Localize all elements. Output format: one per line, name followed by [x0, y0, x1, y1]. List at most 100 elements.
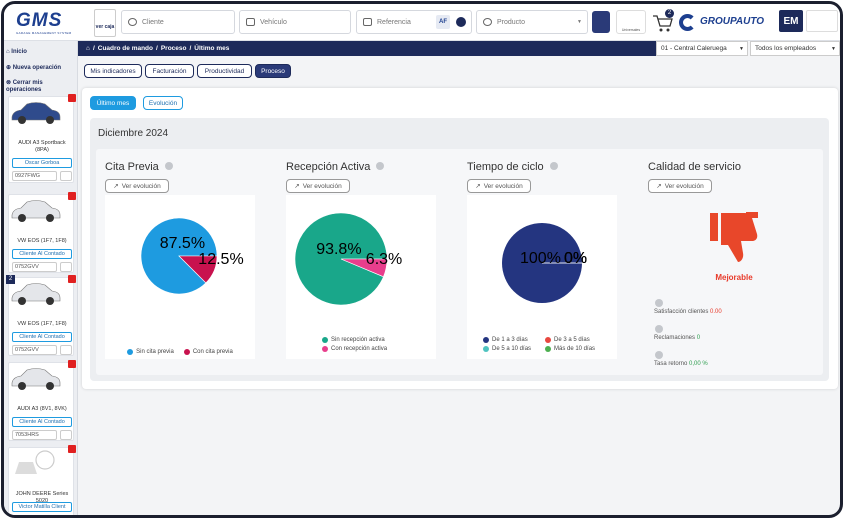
vehicle-image: [11, 368, 61, 390]
evolution-button[interactable]: ↗ Ver evolución: [286, 179, 350, 193]
branch-select[interactable]: 01 - Central Caleruega ▼: [656, 41, 748, 56]
card-title: Recepción Activa: [286, 161, 371, 173]
pie-label: 100%: [520, 250, 561, 267]
nav-item[interactable]: ⊗ Cerrar mis operaciones: [6, 80, 43, 93]
brand-mark: [679, 14, 696, 31]
subtab-active[interactable]: Último mes: [90, 96, 136, 110]
wheel: [46, 382, 54, 390]
info-icon: [164, 162, 173, 170]
product-select[interactable]: Producto ▼: [476, 10, 588, 34]
user-avatar[interactable]: EM: [779, 10, 803, 32]
vehicle-card[interactable]: AUDI A3 Sportback (8PA) Oscar Gorboa 0927F…: [8, 94, 76, 183]
vehicle-search[interactable]: Vehículo: [239, 10, 351, 34]
af-badge[interactable]: AF: [436, 15, 450, 29]
tractor: [15, 462, 37, 474]
quality-item: Reclamaciones 0: [654, 335, 700, 341]
legend-label: De 1 a 3 días: [492, 337, 528, 343]
client-button[interactable]: Oscar Gorboa: [12, 158, 72, 168]
nav-item[interactable]: ⌂ Inicio: [6, 49, 27, 55]
copy-button[interactable]: [60, 430, 72, 440]
home-icon[interactable]: ⌂: [86, 45, 90, 52]
wheel: [46, 214, 54, 222]
employee-select[interactable]: Todos los empleados ▼: [750, 41, 840, 56]
evolution-button[interactable]: ↗ Ver evolución: [467, 179, 531, 193]
close-button: [68, 360, 76, 368]
crumb[interactable]: Cuadro de mando: [97, 45, 154, 52]
nav-label: Cerrar mis operaciones: [6, 80, 43, 93]
wheel: [18, 116, 26, 124]
universales-button[interactable]: Universales: [616, 10, 646, 34]
reference-search[interactable]: Referencia AF: [356, 10, 472, 34]
vehicle-card[interactable]: VW EOS (1F7, 1F8) Cliente Al Contado 0752G…: [8, 192, 76, 273]
legend: Sin recepción activa Con recepción activa: [322, 337, 387, 352]
vehicle-image: [15, 450, 55, 474]
tab-active[interactable]: Proceso: [255, 64, 291, 78]
button-label: Ver evolución: [483, 182, 523, 190]
legend-label: Sin recepción activa: [331, 337, 385, 343]
pie-slice: [340, 258, 388, 278]
chart-box: 87.5% 12.5% Sin cita previa Con cita previa: [105, 195, 255, 359]
vehicle-card[interactable]: 2 VW EOS (1F7, 1F8) Cliente Al Contado 0752…: [6, 275, 76, 356]
placeholder: Vehículo: [260, 18, 287, 26]
wheel: [18, 382, 26, 390]
search-button[interactable]: [592, 11, 610, 33]
info-icon[interactable]: [456, 17, 466, 27]
tab[interactable]: Productividad: [197, 64, 252, 78]
cart-badge: 2: [665, 9, 674, 18]
pie-chart: 93.8% 6.3%: [294, 212, 402, 306]
copy-button[interactable]: [60, 262, 72, 272]
tab[interactable]: Mis indicadores: [84, 64, 142, 78]
chart-box: 100% 0% 0% 0% De 1 a 3 días De 3 a 5 días De 5…: [467, 195, 617, 359]
quality-card: Calidad de servicio ↗ Ver evolución: [648, 157, 741, 193]
cart-icon[interactable]: [651, 10, 673, 34]
copy-button[interactable]: [60, 171, 72, 181]
vehicle-card[interactable]: JOHN DEERE Series 5020 Victor Matilla Cli…: [8, 445, 76, 515]
nav-label: Inicio: [11, 49, 27, 55]
vehicle-model: VW EOS (1F7, 1F8): [17, 321, 67, 327]
badge: 2: [6, 275, 15, 284]
client-button[interactable]: Cliente Al Contado: [12, 249, 72, 259]
legend-label: Sin cita previa: [136, 349, 174, 355]
placeholder: Referencia: [377, 18, 411, 26]
wheel: [18, 297, 26, 305]
client-search[interactable]: Cliente: [121, 10, 235, 34]
pie-label: 0%: [564, 250, 587, 267]
crumb[interactable]: Proceso: [160, 45, 187, 52]
pie-slice: [140, 217, 218, 295]
info-icon: [655, 299, 663, 307]
client-button[interactable]: Cliente Al Contado: [12, 332, 72, 342]
kpi-card: Tiempo de ciclo ↗ Ver evolución: [467, 157, 558, 193]
close-button: [68, 275, 76, 283]
header: GMS GARAGE MANAGEMENT SYSTEM ver caja Cl…: [4, 4, 840, 41]
info-icon: [549, 162, 558, 170]
user-menu[interactable]: [806, 10, 838, 32]
legend-swatch: [483, 346, 489, 352]
info-icon: [376, 162, 385, 170]
tab[interactable]: Facturación: [145, 64, 194, 78]
item-label: Reclamaciones: [654, 335, 696, 341]
legend-swatch: [545, 337, 551, 343]
wheel: [46, 297, 54, 305]
subtab[interactable]: Evolución: [143, 96, 183, 110]
nav-label: Nueva operación: [12, 65, 62, 71]
client-button[interactable]: Victor Matilla Client: [12, 502, 72, 512]
copy-button[interactable]: [60, 345, 72, 355]
evolution-button[interactable]: ↗ Ver evolución: [105, 179, 169, 193]
caja-button[interactable]: ver caja: [94, 9, 116, 37]
legend-swatch: [127, 349, 134, 355]
vehicle-card[interactable]: AUDI A3 (8V1, 8VK) Cliente Al Contado 7053…: [8, 360, 76, 441]
placeholder: Producto: [497, 18, 526, 26]
vehicle-model: JOHN DEERE Series 5020: [15, 491, 69, 504]
period-title: Diciembre 2024: [98, 128, 169, 139]
logo[interactable]: GMS: [16, 10, 63, 31]
evolution-button[interactable]: ↗ Ver evolución: [648, 179, 712, 193]
nav-item[interactable]: ⊕ Nueva operación: [6, 65, 62, 71]
button-label: Ver evolución: [121, 182, 161, 190]
legend: Sin cita previa Con cita previa: [105, 349, 255, 355]
legend-item: De 1 a 3 días: [483, 337, 545, 343]
quality-status: Mejorable: [715, 273, 753, 282]
client-button[interactable]: Cliente Al Contado: [12, 417, 72, 427]
placeholder: Cliente: [142, 18, 164, 26]
plate: 7053HRS: [12, 430, 57, 440]
